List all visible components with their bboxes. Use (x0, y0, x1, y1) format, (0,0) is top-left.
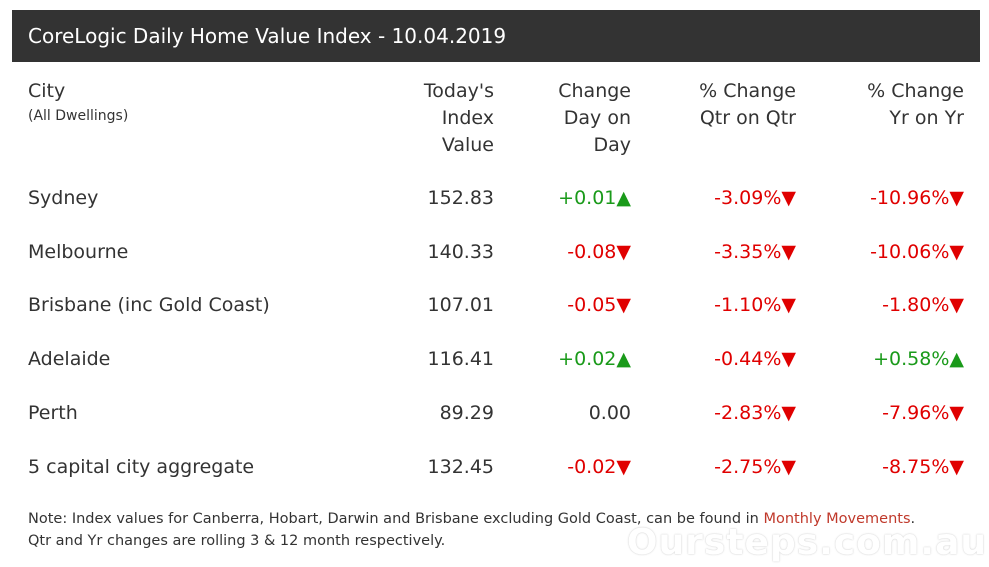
watermark-logo: Oursteps.com.au (626, 522, 987, 563)
column-header-city-label: City (28, 80, 66, 102)
yr-change: +0.58%▲ (873, 348, 964, 370)
column-header-index-line: Today's (423, 80, 494, 102)
qtr-change: -2.83%▼ (714, 402, 796, 424)
column-header-yr-line: Yr on Yr (889, 107, 964, 129)
day-change: 0.00 (588, 402, 631, 424)
day-change: -0.08▼ (567, 241, 631, 263)
footnote-period: . (910, 511, 916, 527)
yr-change: -10.96%▼ (870, 187, 964, 209)
index-value: 107.01 (427, 294, 494, 316)
column-header-qtr-line: Qtr on Qtr (699, 107, 796, 129)
column-header-day-line: Day on (563, 107, 631, 129)
yr-change: -1.80%▼ (882, 294, 964, 316)
footnote: Note: Index values for Canberra, Hobart,… (28, 508, 978, 552)
yr-change: -10.06%▼ (870, 241, 964, 263)
column-header-index: Today's Index Value (424, 78, 494, 159)
yr-change: -8.75%▼ (882, 456, 964, 478)
qtr-change: -3.35%▼ (714, 241, 796, 263)
day-change: +0.02▲ (558, 348, 631, 370)
column-header-qtr-line: % Change (699, 80, 796, 102)
day-change: -0.02▼ (567, 456, 631, 478)
city-name: 5 capital city aggregate (28, 456, 255, 478)
index-value: 132.45 (427, 456, 494, 478)
city-name: Sydney (28, 187, 99, 209)
yr-change: -7.96%▼ (882, 402, 964, 424)
qtr-change: -3.09%▼ (714, 187, 796, 209)
column-header-yr-line: % Change (867, 80, 964, 102)
table-row: 5 capital city aggregate 132.45 -0.02▼ -… (0, 454, 989, 508)
table-header-bar: CoreLogic Daily Home Value Index - 10.04… (12, 10, 980, 62)
table-row: Sydney 152.83 +0.01▲ -3.09%▼ -10.96%▼ (0, 185, 989, 239)
column-header-index-line: Index (441, 107, 494, 129)
city-name: Perth (28, 402, 78, 424)
footnote-text: Note: Index values for Canberra, Hobart,… (28, 511, 764, 527)
column-header-day: Change Day on Day (558, 78, 631, 159)
city-name: Brisbane (inc Gold Coast) (28, 294, 270, 316)
table-row: Adelaide 116.41 +0.02▲ -0.44%▼ +0.58%▲ (0, 346, 989, 400)
column-header-city: City (All Dwellings) (28, 78, 128, 127)
table-row: Perth 89.29 0.00 -2.83%▼ -7.96%▼ (0, 400, 989, 454)
monthly-movements-link[interactable]: Monthly Movements (763, 511, 911, 527)
column-header-city-sub: (All Dwellings) (28, 108, 129, 124)
qtr-change: -2.75%▼ (714, 456, 796, 478)
qtr-change: -1.10%▼ (714, 294, 796, 316)
index-value: 140.33 (427, 241, 494, 263)
column-header-yr: % Change Yr on Yr (867, 78, 964, 132)
qtr-change: -0.44%▼ (714, 348, 796, 370)
column-header-day-line: Day (593, 134, 631, 156)
city-name: Melbourne (28, 241, 129, 263)
table-row: Brisbane (inc Gold Coast) 107.01 -0.05▼ … (0, 292, 989, 346)
table-row: Melbourne 140.33 -0.08▼ -3.35%▼ -10.06%▼ (0, 239, 989, 293)
footnote-line-1: Note: Index values for Canberra, Hobart,… (28, 508, 978, 530)
city-name: Adelaide (28, 348, 111, 370)
index-value: 89.29 (439, 402, 494, 424)
index-value: 116.41 (427, 348, 494, 370)
day-change: +0.01▲ (558, 187, 631, 209)
footnote-line-2: Qtr and Yr changes are rolling 3 & 12 mo… (28, 533, 446, 549)
column-header-qtr: % Change Qtr on Qtr (699, 78, 796, 132)
day-change: -0.05▼ (567, 294, 631, 316)
column-header-index-line: Value (441, 134, 494, 156)
index-value: 152.83 (427, 187, 494, 209)
page-title: CoreLogic Daily Home Value Index - 10.04… (28, 24, 507, 48)
column-header-day-line: Change (558, 80, 631, 102)
